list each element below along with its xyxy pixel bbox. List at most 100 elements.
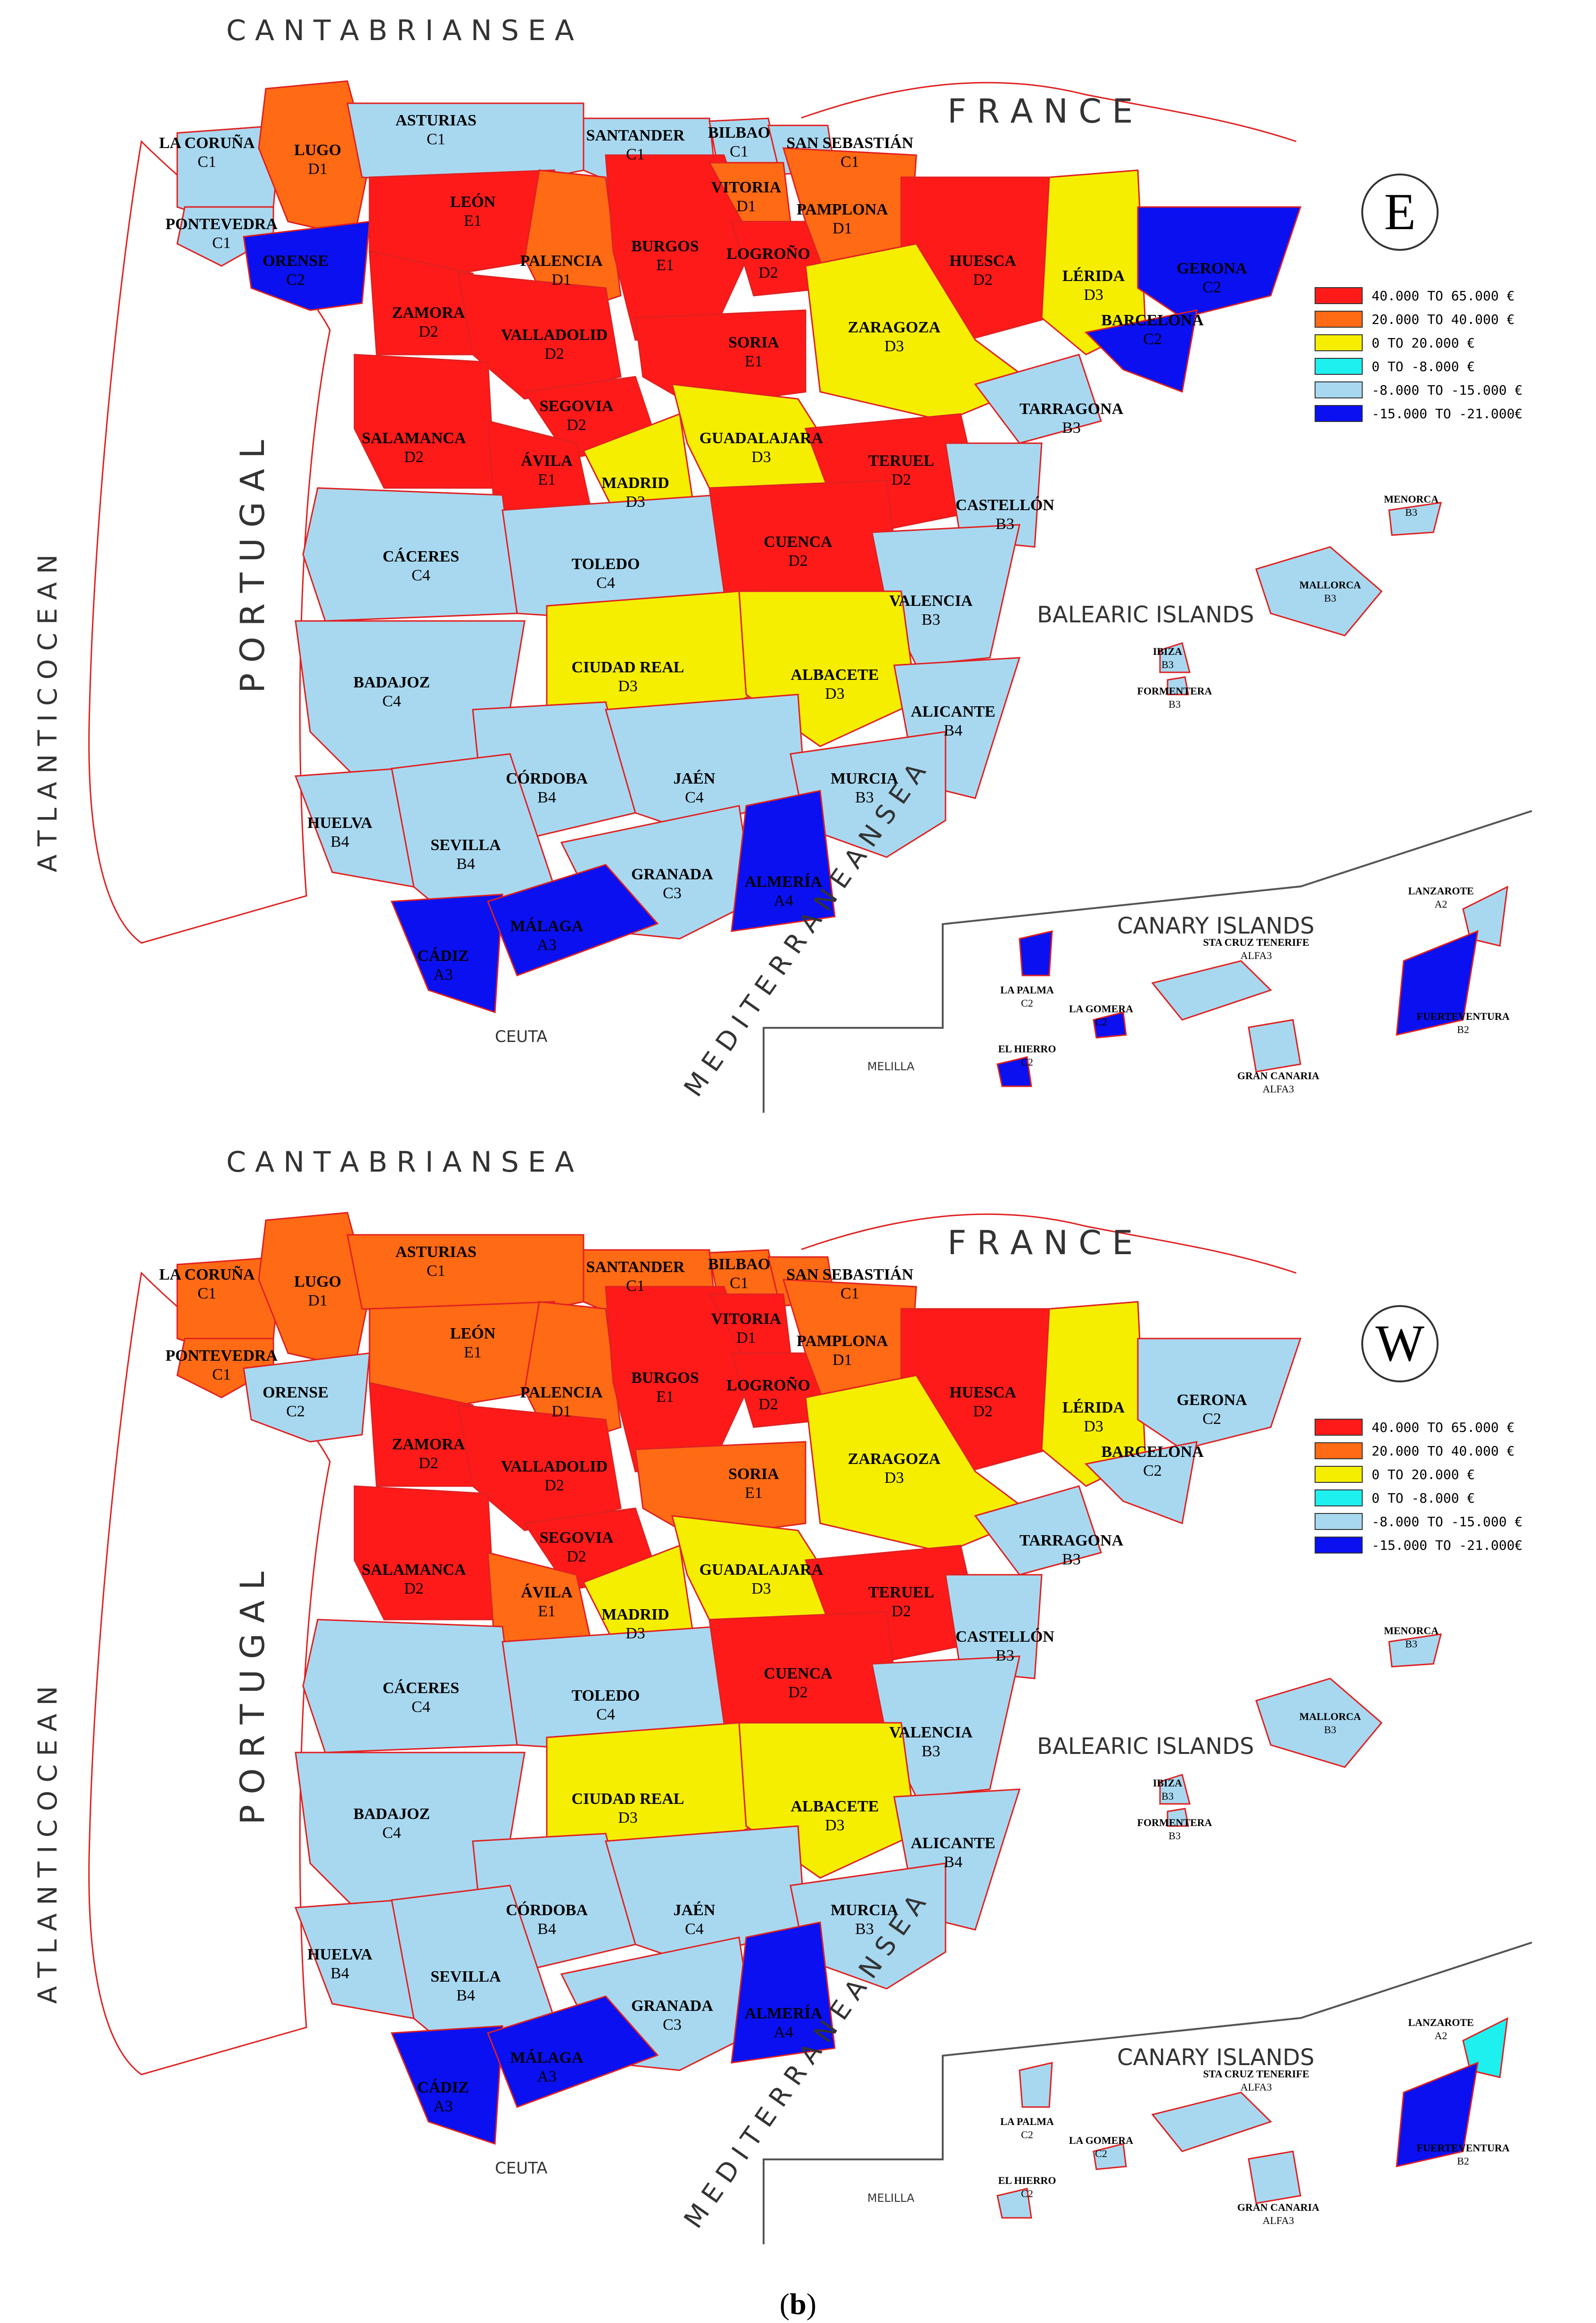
province-tarragona — [974, 1485, 1102, 1576]
province-label-segovia: SEGOVIA — [540, 1529, 614, 1546]
province-label-lagomera: LA GOMERA — [1069, 1003, 1133, 1015]
province-code-huesca: D2 — [973, 271, 993, 289]
province-label-tenerife: STA CRUZ TENERIFE — [1203, 936, 1309, 948]
legend-label: 40.000 TO 65.000 € — [1372, 288, 1514, 304]
province-label-lerida: LÉRIDA — [1062, 1399, 1125, 1416]
province-label-palencia: PALENCIA — [520, 1384, 602, 1401]
map-panel-bottom: LA CORUÑA C1 LUGO D1 ASTURIAS C1 SANTANDER C1 BI… — [0, 1132, 1596, 2254]
province-label-almeria: ALMERÍA — [745, 873, 823, 891]
province-label-asturias: ASTURIAS — [395, 1243, 477, 1261]
province-label-murcia: MURCIA — [831, 1901, 898, 1919]
legend-swatch-blue — [1315, 1537, 1363, 1554]
province-code-badajoz: C4 — [382, 1824, 401, 1842]
label-cantabrian-sea: C A N T A B R I A N S E A — [226, 1146, 574, 1179]
province-code-granada: C3 — [663, 885, 682, 902]
legend-label: -15.000 TO -21.000€ — [1372, 1538, 1522, 1553]
province-fuerteventura — [1396, 930, 1479, 1036]
legend-label: -15.000 TO -21.000€ — [1372, 406, 1522, 422]
province-ibiza — [1159, 1774, 1191, 1805]
province-code-teruel: D2 — [891, 471, 911, 488]
orientation-letter: E — [1384, 183, 1415, 240]
province-label-lugo: LUGO — [294, 1273, 341, 1290]
province-label-ciudadreal: CIUDAD REAL — [572, 1790, 684, 1808]
province-label-elhierro: EL HIERRO — [998, 2174, 1056, 2186]
province-code-jaen: C4 — [685, 1920, 704, 1938]
province-caceres — [302, 487, 518, 622]
province-label-orense: ORENSE — [263, 1384, 329, 1401]
legend-swatch-red — [1315, 287, 1363, 304]
legend-swatch-lightblue — [1315, 381, 1363, 398]
province-label-valladolid: VALLADOLID — [501, 1458, 608, 1475]
label-canary-islands: CANARY ISLANDS — [1117, 913, 1315, 939]
province-label-salamanca: SALAMANCA — [362, 1561, 466, 1579]
province-label-coruna: LA CORUÑA — [159, 134, 255, 152]
province-elhierro — [996, 2188, 1032, 2219]
province-code-elhierro: C2 — [1021, 1056, 1033, 1068]
province-label-gerona: GERONA — [1176, 260, 1247, 277]
province-gerona — [1137, 206, 1302, 319]
province-code-malaga: A3 — [537, 936, 557, 954]
province-code-lugo: D1 — [308, 160, 328, 178]
label-france: F R A N C E — [947, 92, 1133, 131]
province-code-coruna: C1 — [197, 153, 216, 171]
province-code-zaragoza: D3 — [884, 338, 904, 355]
caption-letter: b — [790, 2287, 806, 2321]
province-code-lanzarote: A2 — [1435, 2030, 1448, 2042]
legend-label: -8.000 TO -15.000 € — [1372, 1514, 1522, 1529]
province-code-ibiza: B3 — [1161, 659, 1174, 670]
province-code-salamanca: D2 — [404, 1580, 424, 1597]
province-code-segovia: D2 — [567, 1548, 586, 1565]
province-almeria — [731, 790, 836, 932]
province-code-malaga: A3 — [537, 2068, 557, 2085]
label-atlantic-ocean: A T L A N T I C O C E A N — [33, 554, 63, 872]
province-code-ibiza: B3 — [1161, 1790, 1174, 1802]
province-code-ciudadreal: D3 — [618, 678, 638, 695]
province-code-menorca: B3 — [1405, 1638, 1417, 1650]
province-label-ibiza: IBIZA — [1153, 645, 1182, 657]
province-label-valencia: VALENCIA — [889, 592, 973, 610]
label-portugal: P O R T U G A L — [233, 1571, 272, 1825]
province-label-almeria: ALMERÍA — [745, 2005, 823, 2022]
province-code-gerona: C2 — [1202, 279, 1221, 296]
province-label-granada: GRANADA — [631, 1997, 713, 2015]
province-barcelona — [1084, 1441, 1198, 1525]
province-label-soria: SORIA — [728, 334, 779, 351]
province-code-sansebastian: C1 — [840, 153, 859, 171]
province-code-barcelona: C2 — [1143, 331, 1162, 348]
province-label-sevilla: SEVILLA — [430, 1968, 501, 1985]
province-code-caceres: C4 — [411, 567, 430, 584]
province-label-malaga: MÁLAGA — [510, 918, 584, 935]
province-label-murcia: MURCIA — [831, 770, 898, 787]
province-code-toledo: C4 — [596, 1706, 615, 1723]
province-code-formentera: B3 — [1168, 698, 1181, 710]
legend-swatch-lightblue — [1315, 1513, 1363, 1530]
province-code-palencia: D1 — [551, 271, 571, 289]
province-code-madrid: D3 — [625, 1625, 645, 1642]
province-code-guadalajara: D3 — [751, 448, 771, 466]
province-code-menorca: B3 — [1405, 506, 1417, 518]
province-lapalma — [1019, 930, 1053, 976]
province-label-zaragoza: ZARAGOZA — [848, 1450, 941, 1468]
province-label-grancanaria: GRAN CANARIA — [1237, 1070, 1319, 1082]
province-code-huesca: D2 — [973, 1403, 993, 1420]
province-code-elhierro: C2 — [1021, 2188, 1033, 2199]
province-code-toledo: C4 — [596, 574, 615, 592]
legend-swatch-red — [1315, 1419, 1363, 1436]
province-label-zamora: ZAMORA — [392, 304, 465, 322]
province-code-lerida: D3 — [1084, 286, 1103, 304]
province-label-palencia: PALENCIA — [520, 252, 602, 270]
province-label-logrono: LOGROÑO — [726, 245, 810, 263]
province-code-alicante: B4 — [944, 1853, 963, 1871]
province-label-avila: ÁVILA — [521, 452, 573, 470]
province-lagomera — [1093, 2143, 1127, 2170]
province-label-asturias: ASTURIAS — [395, 112, 477, 129]
province-tenerife — [1151, 960, 1272, 1021]
province-label-santander: SANTANDER — [586, 1258, 685, 1276]
province-code-soria: E1 — [745, 1484, 763, 1502]
province-label-orense: ORENSE — [263, 252, 329, 270]
province-leon — [369, 169, 555, 274]
province-label-burgos: BURGOS — [631, 1369, 699, 1387]
province-code-badajoz: C4 — [382, 693, 401, 710]
province-label-bilbao: BILBAO — [708, 124, 770, 141]
province-code-orense: C2 — [286, 1403, 305, 1420]
